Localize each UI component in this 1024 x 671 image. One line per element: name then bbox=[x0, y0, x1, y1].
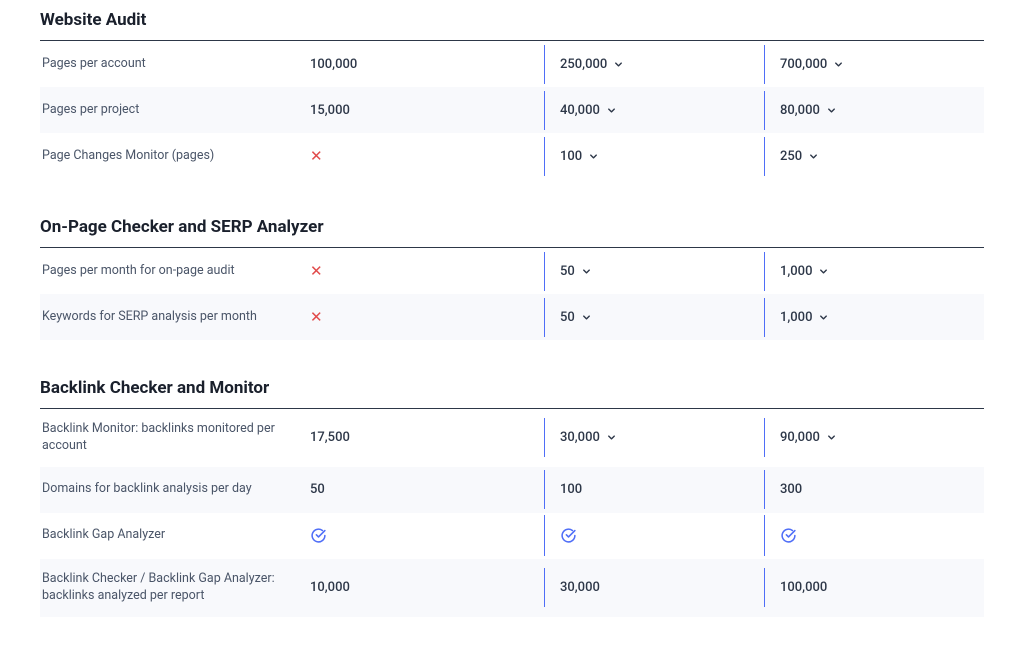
value-text: 250 bbox=[780, 149, 802, 164]
chevron-down-icon bbox=[818, 266, 829, 277]
chevron-down-icon bbox=[826, 432, 837, 443]
feature-unavailable: ✕ bbox=[302, 252, 552, 291]
plan-value-dropdown[interactable]: 80,000 bbox=[772, 91, 982, 130]
value-text: 1,000 bbox=[780, 310, 812, 325]
chevron-down-icon bbox=[606, 432, 617, 443]
plan-value-dropdown[interactable]: 50 bbox=[552, 298, 772, 337]
plan-value: 30,000 bbox=[552, 568, 772, 607]
value-text: 100,000 bbox=[310, 57, 357, 72]
feature-label: Backlink Gap Analyzer bbox=[40, 515, 302, 556]
feature-label: Pages per project bbox=[40, 90, 302, 131]
chevron-down-icon bbox=[606, 105, 617, 116]
plan-value-dropdown[interactable]: 50 bbox=[552, 252, 772, 291]
feature-unavailable: ✕ bbox=[302, 298, 552, 337]
chevron-down-icon bbox=[581, 312, 592, 323]
chevron-down-icon bbox=[581, 266, 592, 277]
value-text: 40,000 bbox=[560, 103, 600, 118]
pricing-section: Website AuditPages per account 100,000 250… bbox=[40, 0, 984, 179]
value-text: 700,000 bbox=[780, 57, 827, 72]
plan-value: 100,000 bbox=[302, 45, 552, 84]
plan-value-dropdown[interactable]: 90,000 bbox=[772, 418, 982, 457]
plan-value-dropdown[interactable]: 250 bbox=[772, 137, 982, 176]
feature-label: Backlink Checker / Backlink Gap Analyzer… bbox=[40, 559, 302, 617]
plan-value: 100,000 bbox=[772, 568, 982, 607]
table-row: Backlink Monitor: backlinks monitored pe… bbox=[40, 409, 984, 467]
chevron-down-icon bbox=[826, 105, 837, 116]
plan-value: 15,000 bbox=[302, 91, 552, 130]
plan-value: 10,000 bbox=[302, 568, 552, 607]
section-title: On-Page Checker and SERP Analyzer bbox=[40, 207, 984, 248]
chevron-down-icon bbox=[613, 59, 624, 70]
value-text: 30,000 bbox=[560, 580, 600, 595]
feature-label: Pages per account bbox=[40, 44, 302, 85]
table-row: Backlink Checker / Backlink Gap Analyzer… bbox=[40, 559, 984, 617]
value-text: 100 bbox=[560, 482, 582, 497]
feature-label: Keywords for SERP analysis per month bbox=[40, 297, 302, 338]
value-text: 100 bbox=[560, 149, 582, 164]
plan-value: 50 bbox=[302, 470, 552, 509]
value-text: 15,000 bbox=[310, 103, 350, 118]
feature-label: Pages per month for on-page audit bbox=[40, 251, 302, 292]
chevron-down-icon bbox=[818, 312, 829, 323]
table-row: Pages per account 100,000 250,000 700,000 bbox=[40, 41, 984, 87]
value-text: 30,000 bbox=[560, 430, 600, 445]
pricing-comparison-table: Website AuditPages per account 100,000 250… bbox=[40, 0, 984, 617]
table-row: Domains for backlink analysis per day 50 1… bbox=[40, 467, 984, 513]
feature-available bbox=[552, 515, 772, 556]
plan-value-dropdown[interactable]: 40,000 bbox=[552, 91, 772, 130]
value-text: 50 bbox=[310, 482, 325, 497]
table-row: Page Changes Monitor (pages) ✕ 100 250 bbox=[40, 133, 984, 179]
table-row: Pages per month for on-page audit ✕ 50 1,00… bbox=[40, 248, 984, 294]
plan-value-dropdown[interactable]: 1,000 bbox=[772, 252, 982, 291]
feature-label: Backlink Monitor: backlinks monitored pe… bbox=[40, 409, 302, 467]
plan-value: 300 bbox=[772, 470, 982, 509]
x-icon: ✕ bbox=[310, 310, 323, 325]
feature-unavailable: ✕ bbox=[302, 137, 552, 176]
x-icon: ✕ bbox=[310, 149, 323, 164]
plan-value-dropdown[interactable]: 250,000 bbox=[552, 45, 772, 84]
feature-available bbox=[772, 515, 982, 556]
check-icon bbox=[560, 527, 577, 544]
plan-value-dropdown[interactable]: 1,000 bbox=[772, 298, 982, 337]
value-text: 17,500 bbox=[310, 430, 350, 445]
feature-label: Page Changes Monitor (pages) bbox=[40, 136, 302, 177]
pricing-section: On-Page Checker and SERP AnalyzerPages p… bbox=[40, 207, 984, 340]
chevron-down-icon bbox=[833, 59, 844, 70]
check-icon bbox=[780, 527, 797, 544]
pricing-section: Backlink Checker and MonitorBacklink Mon… bbox=[40, 368, 984, 617]
feature-label: Domains for backlink analysis per day bbox=[40, 469, 302, 510]
value-text: 10,000 bbox=[310, 580, 350, 595]
value-text: 100,000 bbox=[780, 580, 827, 595]
feature-available bbox=[302, 515, 552, 556]
chevron-down-icon bbox=[588, 151, 599, 162]
value-text: 1,000 bbox=[780, 264, 812, 279]
plan-value: 100 bbox=[552, 470, 772, 509]
value-text: 250,000 bbox=[560, 57, 607, 72]
value-text: 80,000 bbox=[780, 103, 820, 118]
value-text: 300 bbox=[780, 482, 802, 497]
chevron-down-icon bbox=[808, 151, 819, 162]
check-icon bbox=[310, 527, 327, 544]
table-row: Keywords for SERP analysis per month ✕ 50 1… bbox=[40, 294, 984, 340]
plan-value-dropdown[interactable]: 30,000 bbox=[552, 418, 772, 457]
plan-value: 17,500 bbox=[302, 418, 552, 457]
plan-value-dropdown[interactable]: 100 bbox=[552, 137, 772, 176]
section-title: Website Audit bbox=[40, 0, 984, 41]
x-icon: ✕ bbox=[310, 264, 323, 279]
value-text: 90,000 bbox=[780, 430, 820, 445]
value-text: 50 bbox=[560, 264, 575, 279]
table-row: Backlink Gap Analyzer bbox=[40, 513, 984, 559]
plan-value-dropdown[interactable]: 700,000 bbox=[772, 45, 982, 84]
section-title: Backlink Checker and Monitor bbox=[40, 368, 984, 409]
table-row: Pages per project 15,000 40,000 80,000 bbox=[40, 87, 984, 133]
value-text: 50 bbox=[560, 310, 575, 325]
